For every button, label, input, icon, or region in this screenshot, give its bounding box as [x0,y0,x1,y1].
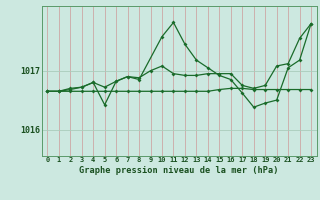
X-axis label: Graphe pression niveau de la mer (hPa): Graphe pression niveau de la mer (hPa) [79,166,279,175]
